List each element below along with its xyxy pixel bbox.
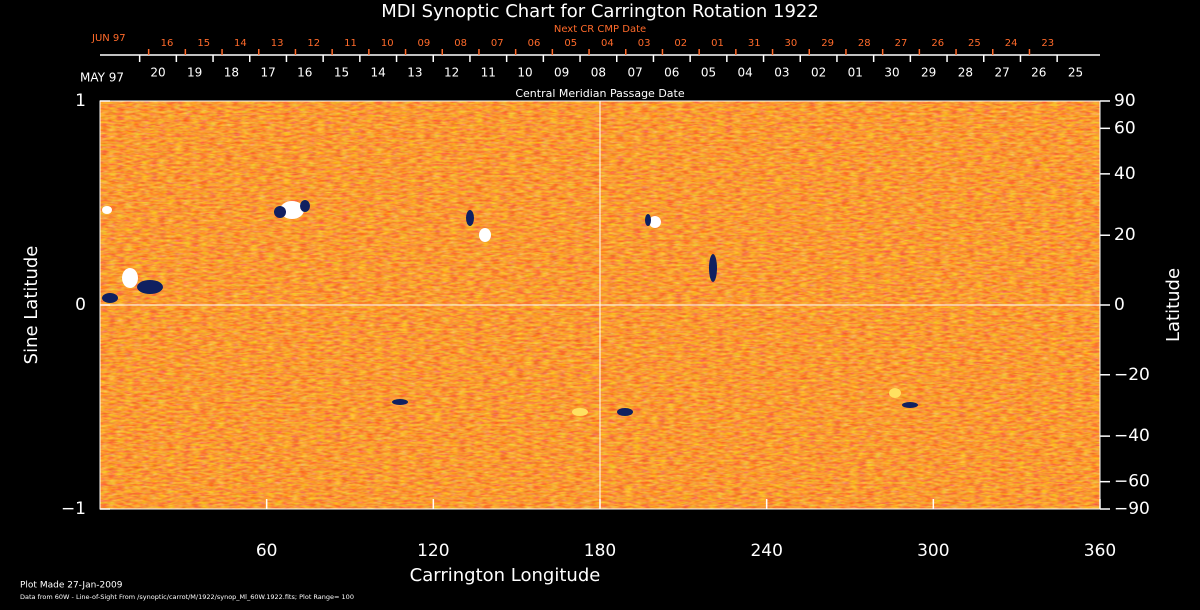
cmp-date: 11 [481,66,496,80]
cmp-date: 13 [407,66,422,80]
cmp-axis-label: Central Meridian Passage Date [515,87,684,100]
cmp-date: 03 [774,66,789,80]
cmp-date: 12 [444,66,459,80]
spot [300,200,310,212]
next-date: 28 [858,38,871,49]
spot [137,280,163,294]
cmp-date: 25 [1068,66,1083,80]
y2-tick-label: 20 [1114,225,1136,245]
spot [649,216,661,228]
next-date: 11 [344,38,357,49]
spot [902,402,918,408]
spot [889,388,901,398]
spot [466,210,474,226]
y-tick-label: 1 [75,91,86,111]
spot [274,206,286,218]
next-date: 12 [307,38,320,49]
spot [572,408,588,416]
spot [479,228,491,242]
spot [617,408,633,416]
spot [709,254,717,282]
next-date: 10 [381,38,394,49]
next-date: 01 [711,38,724,49]
cmp-date: 19 [187,66,202,80]
next-date: 16 [161,38,174,49]
chart-title: MDI Synoptic Chart for Carrington Rotati… [381,1,819,22]
cmp-date: 29 [921,66,936,80]
y-tick-label: 0 [75,295,86,315]
y2-axis-title: Latitude [1163,268,1184,342]
next-date: 26 [931,38,944,49]
footer-line: Plot Made 27-Jan-2009 [20,581,123,591]
cmp-date: 28 [958,66,973,80]
next-date: 23 [1041,38,1054,49]
x-tick-label: 360 [1084,541,1116,561]
footer-line: Data from 60W - Line-of-Sight From /syno… [20,593,354,601]
next-date: 29 [821,38,834,49]
next-date: 02 [674,38,687,49]
x-tick-label: 60 [256,541,278,561]
cmp-date: 07 [627,66,642,80]
next-date: 13 [271,38,284,49]
next-date: 27 [895,38,908,49]
next-date: 05 [564,38,577,49]
y2-tick-label: −60 [1114,472,1150,492]
next-date: 31 [748,38,761,49]
cmp-date: 06 [664,66,679,80]
cmp-date: 20 [150,66,165,80]
cmp-date: 05 [701,66,716,80]
y-tick-label: −1 [61,499,86,519]
spot [645,214,651,226]
cmp-date: 16 [297,66,312,80]
next-date: 14 [234,38,247,49]
x-tick-label: 300 [917,541,949,561]
spot [122,268,138,288]
next-date: 06 [528,38,541,49]
y-axis-title: Sine Latitude [21,246,42,365]
x-axis-title: Carrington Longitude [410,565,601,586]
cmp-date: 17 [260,66,275,80]
y2-tick-label: 0 [1114,295,1125,315]
y2-tick-label: −40 [1114,426,1150,446]
x-tick-label: 120 [417,541,449,561]
x-tick-label: 180 [584,541,616,561]
cmp-date: 08 [591,66,606,80]
cmp-date: 18 [224,66,239,80]
next-date: 04 [601,38,614,49]
next-date: 15 [197,38,210,49]
next-axis-month: JUN 97 [91,33,126,44]
cmp-date: 15 [334,66,349,80]
cmp-date: 09 [554,66,569,80]
next-date: 25 [968,38,981,49]
cmp-date: 01 [848,66,863,80]
next-date: 09 [418,38,431,49]
y2-tick-label: 90 [1114,91,1136,111]
spot [102,206,112,214]
cmp-axis-month: MAY 97 [80,71,124,85]
cmp-date: 26 [1031,66,1046,80]
next-date: 30 [785,38,798,49]
y2-tick-label: −90 [1114,499,1150,519]
cmp-date: 10 [517,66,532,80]
spot [392,399,408,405]
cmp-date: 14 [371,66,386,80]
spot [102,293,118,303]
y2-tick-label: 40 [1114,164,1136,184]
cmp-date: 30 [884,66,899,80]
cmp-date: 04 [738,66,753,80]
cmp-date: 27 [994,66,1009,80]
next-date: 24 [1005,38,1018,49]
next-axis-label: Next CR CMP Date [554,24,646,35]
next-date: 08 [454,38,467,49]
cmp-date: 02 [811,66,826,80]
next-date: 03 [638,38,651,49]
next-date: 07 [491,38,504,49]
y2-tick-label: −20 [1114,365,1150,385]
y2-tick-label: 60 [1114,118,1136,138]
spot [280,201,304,219]
x-tick-label: 240 [750,541,782,561]
